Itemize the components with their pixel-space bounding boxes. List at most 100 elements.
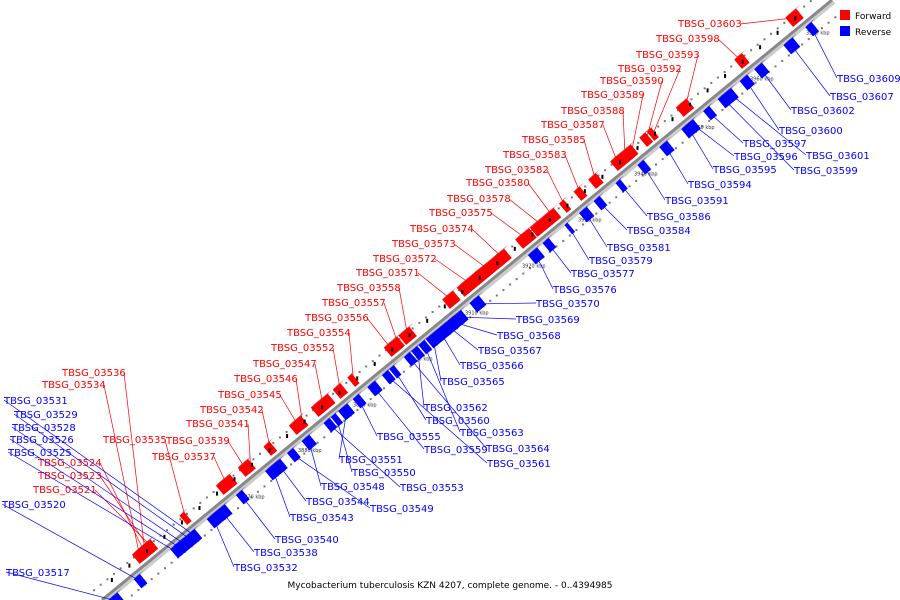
reverse-gene-glyph[interactable] xyxy=(235,486,250,505)
reverse-gene-label[interactable]: TBSG_03595 xyxy=(712,165,777,176)
forward-gene-label[interactable]: TBSG_03534 xyxy=(41,380,106,391)
reverse-gene-label[interactable]: TBSG_03599 xyxy=(793,166,858,177)
reverse-gene-label[interactable]: TBSG_03561 xyxy=(486,459,551,470)
forward-gene-label[interactable]: TBSG_03557 xyxy=(321,298,386,309)
reverse-gene-label[interactable]: TBSG_03528 xyxy=(11,423,76,434)
reverse-gene-label[interactable]: TBSG_03525 xyxy=(7,448,72,459)
reverse-gene-label[interactable]: TBSG_03520 xyxy=(1,500,66,511)
reverse-gene-label[interactable]: TBSG_03551 xyxy=(338,455,403,466)
forward-gene-glyph[interactable] xyxy=(588,169,604,189)
forward-gene-label[interactable]: TBSG_03603 xyxy=(677,19,742,30)
reverse-gene-label[interactable]: TBSG_03564 xyxy=(485,444,550,455)
reverse-gene-label[interactable]: TBSG_03567 xyxy=(477,346,542,357)
reverse-gene-label[interactable]: TBSG_03568 xyxy=(496,331,561,342)
reverse-gene-label[interactable]: TBSG_03569 xyxy=(515,315,580,326)
reverse-gene-glyph[interactable] xyxy=(469,291,487,313)
forward-gene-label[interactable]: TBSG_03587 xyxy=(540,120,605,131)
reverse-gene-label[interactable]: TBSG_03584 xyxy=(626,226,691,237)
forward-gene-glyph[interactable] xyxy=(624,140,639,159)
reverse-gene-glyph[interactable] xyxy=(754,58,770,79)
reverse-gene-glyph[interactable] xyxy=(805,18,820,37)
forward-gene-label[interactable]: TBSG_03571 xyxy=(355,268,420,279)
reverse-gene-label[interactable]: TBSG_03576 xyxy=(552,285,617,296)
reverse-gene-label[interactable]: TBSG_03581 xyxy=(606,243,671,254)
reverse-gene-label[interactable]: TBSG_03609 xyxy=(836,74,900,85)
reverse-gene-label[interactable]: TBSG_03600 xyxy=(778,126,843,137)
reverse-gene-label[interactable]: TBSG_03591 xyxy=(664,196,729,207)
forward-gene-label[interactable]: TBSG_03598 xyxy=(655,34,720,45)
reverse-gene-label[interactable]: TBSG_03532 xyxy=(233,563,298,574)
reverse-gene-label[interactable]: TBSG_03540 xyxy=(274,535,339,546)
reverse-gene-label[interactable]: TBSG_03544 xyxy=(305,497,370,508)
reverse-gene-label[interactable]: TBSG_03594 xyxy=(687,180,752,191)
reverse-gene-label[interactable]: TBSG_03563 xyxy=(459,428,524,439)
reverse-gene-glyph[interactable] xyxy=(564,218,576,235)
reverse-gene-label[interactable]: TBSG_03596 xyxy=(733,152,798,163)
forward-gene-label[interactable]: TBSG_03547 xyxy=(252,359,317,370)
reverse-gene-label[interactable]: TBSG_03560 xyxy=(425,416,490,427)
reverse-gene-label[interactable]: TBSG_03602 xyxy=(790,106,855,117)
forward-gene-label[interactable]: TBSG_03583 xyxy=(502,150,567,161)
reverse-gene-glyph[interactable] xyxy=(272,454,288,475)
reverse-gene-label[interactable]: TBSG_03548 xyxy=(320,482,385,493)
reverse-gene-label[interactable]: TBSG_03607 xyxy=(829,92,894,103)
forward-gene-glyph[interactable] xyxy=(263,437,278,456)
reverse-gene-label[interactable]: TBSG_03543 xyxy=(289,513,354,524)
reverse-gene-glyph[interactable] xyxy=(447,310,463,331)
reverse-gene-glyph[interactable] xyxy=(688,115,701,133)
forward-gene-label[interactable]: TBSG_03524 xyxy=(37,458,102,469)
forward-gene-label[interactable]: TBSG_03523 xyxy=(37,471,102,482)
forward-gene-label[interactable]: TBSG_03593 xyxy=(635,50,700,61)
reverse-gene-label[interactable]: TBSG_03586 xyxy=(646,212,711,223)
forward-gene-label[interactable]: TBSG_03521 xyxy=(32,485,97,496)
reverse-gene-label[interactable]: TBSG_03529 xyxy=(13,410,78,421)
reverse-gene-label[interactable]: TBSG_03570 xyxy=(535,299,600,310)
forward-gene-label[interactable]: TBSG_03556 xyxy=(304,313,369,324)
forward-gene-label[interactable]: TBSG_03545 xyxy=(217,390,282,401)
reverse-gene-glyph[interactable] xyxy=(367,376,383,397)
forward-gene-glyph[interactable] xyxy=(139,542,150,558)
reverse-gene-label[interactable]: TBSG_03559 xyxy=(423,445,488,456)
reverse-gene-glyph[interactable] xyxy=(301,430,317,451)
reverse-gene-glyph[interactable] xyxy=(108,588,125,600)
reverse-gene-label[interactable]: TBSG_03577 xyxy=(570,269,635,280)
forward-gene-label[interactable]: TBSG_03585 xyxy=(521,135,586,146)
forward-gene-label[interactable]: TBSG_03589 xyxy=(580,90,645,101)
forward-gene-glyph[interactable] xyxy=(573,182,588,201)
reverse-gene-label[interactable]: TBSG_03526 xyxy=(9,435,74,446)
forward-gene-glyph[interactable] xyxy=(391,332,405,351)
forward-gene-label[interactable]: TBSG_03554 xyxy=(286,328,351,339)
reverse-gene-glyph[interactable] xyxy=(659,136,675,157)
forward-gene-label[interactable]: TBSG_03588 xyxy=(560,106,625,117)
forward-gene-label[interactable]: TBSG_03558 xyxy=(336,283,401,294)
forward-gene-label[interactable]: TBSG_03575 xyxy=(428,208,493,219)
reverse-gene-label[interactable]: TBSG_03531 xyxy=(3,396,68,407)
reverse-gene-label[interactable]: TBSG_03597 xyxy=(742,139,807,150)
forward-gene-glyph[interactable] xyxy=(310,389,336,417)
reverse-gene-label[interactable]: TBSG_03566 xyxy=(459,361,524,372)
reverse-gene-label[interactable]: TBSG_03553 xyxy=(399,483,464,494)
reverse-gene-label[interactable]: TBSG_03601 xyxy=(805,151,870,162)
forward-gene-label[interactable]: TBSG_03541 xyxy=(185,419,250,430)
forward-gene-label[interactable]: TBSG_03590 xyxy=(599,76,664,87)
reverse-gene-label[interactable]: TBSG_03555 xyxy=(376,432,441,443)
forward-gene-label[interactable]: TBSG_03542 xyxy=(199,405,264,416)
reverse-gene-label[interactable]: TBSG_03538 xyxy=(253,548,318,559)
forward-gene-label[interactable]: TBSG_03592 xyxy=(617,64,682,75)
forward-gene-label[interactable]: TBSG_03578 xyxy=(446,194,511,205)
forward-gene-label[interactable]: TBSG_03535 xyxy=(102,435,167,446)
forward-gene-label[interactable]: TBSG_03546 xyxy=(233,374,298,385)
forward-gene-label[interactable]: TBSG_03539 xyxy=(165,436,230,447)
forward-gene-label[interactable]: TBSG_03582 xyxy=(484,165,549,176)
reverse-gene-glyph[interactable] xyxy=(739,70,755,91)
reverse-gene-label[interactable]: TBSG_03549 xyxy=(369,504,434,515)
reverse-gene-glyph[interactable] xyxy=(206,508,223,529)
forward-gene-label[interactable]: TBSG_03572 xyxy=(372,254,437,265)
forward-gene-glyph[interactable] xyxy=(734,49,750,69)
reverse-gene-label[interactable]: TBSG_03517 xyxy=(5,568,70,579)
reverse-gene-label[interactable]: TBSG_03579 xyxy=(588,256,653,267)
reverse-gene-label[interactable]: TBSG_03550 xyxy=(351,468,416,479)
forward-gene-label[interactable]: TBSG_03536 xyxy=(61,368,126,379)
forward-gene-label[interactable]: TBSG_03573 xyxy=(391,239,456,250)
forward-gene-label[interactable]: TBSG_03580 xyxy=(465,178,530,189)
